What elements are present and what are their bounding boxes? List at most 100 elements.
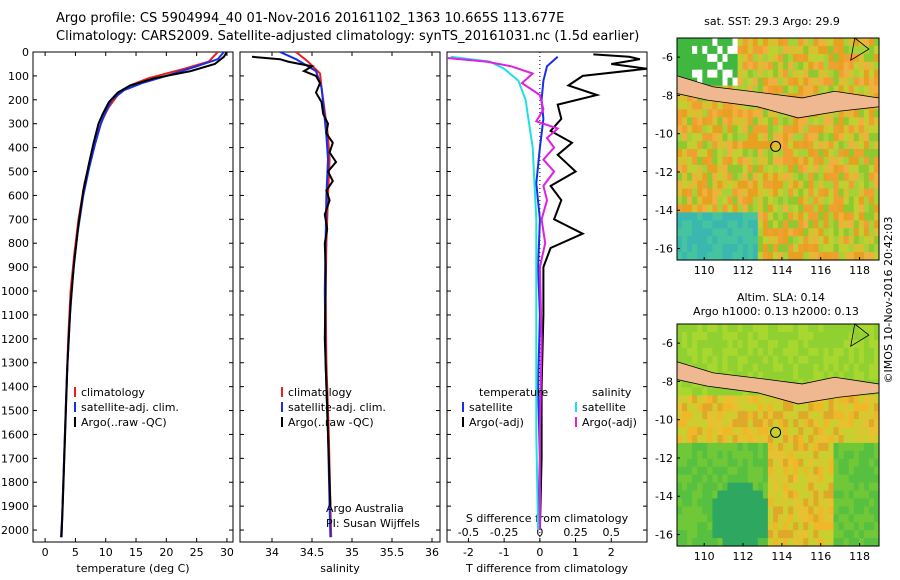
map-cell	[767, 371, 774, 381]
legend-label: satellite	[582, 401, 626, 414]
map-cell	[692, 403, 698, 412]
map-cell	[863, 53, 870, 63]
map-cell	[848, 204, 855, 213]
map-cell	[838, 164, 845, 174]
map-cell	[778, 347, 784, 357]
map-cell	[858, 109, 865, 118]
map-cell	[803, 355, 809, 365]
map-cell	[722, 355, 729, 365]
map-cell	[788, 347, 794, 357]
y-tick-label: 1500	[1, 405, 29, 418]
map-cell	[747, 117, 754, 126]
map-cell	[687, 53, 693, 63]
map-cell	[874, 53, 880, 63]
map-cell	[828, 514, 835, 523]
map-cell	[747, 490, 754, 499]
map-cell	[697, 180, 703, 190]
map-cell	[788, 339, 794, 349]
map-cell	[717, 530, 723, 539]
map-cell	[692, 442, 698, 452]
map-cell	[874, 188, 880, 198]
map-cell	[783, 125, 789, 134]
map-cell	[833, 411, 840, 420]
map-cell	[863, 522, 870, 531]
map-cell	[752, 339, 759, 349]
map-cell	[677, 180, 683, 190]
map-cell	[843, 156, 850, 166]
map-cell	[833, 212, 840, 221]
map-cell	[702, 204, 708, 213]
map-cell	[702, 172, 708, 182]
map-cell	[793, 466, 799, 476]
map-cell	[858, 347, 865, 357]
map-cell	[843, 77, 850, 87]
map-cell	[803, 466, 809, 476]
map-cell	[677, 38, 683, 47]
map-cell	[722, 188, 729, 198]
map-cell	[692, 125, 698, 134]
map-cell	[863, 196, 870, 206]
map-cell	[742, 522, 749, 531]
map-cell	[863, 149, 870, 158]
map-cell	[833, 204, 840, 213]
map-cell	[798, 435, 804, 444]
map-cell	[868, 220, 875, 229]
map-cell	[732, 220, 739, 229]
map-cell	[757, 45, 764, 55]
map-cell	[818, 331, 824, 341]
y-tick-label: 700	[8, 213, 29, 226]
map-cell	[722, 101, 729, 110]
map-cell	[833, 77, 840, 87]
map-cell	[692, 411, 698, 420]
map-cell	[808, 204, 814, 213]
map-cell	[722, 403, 729, 412]
map-cell	[752, 530, 759, 539]
map-cell	[798, 403, 804, 412]
x-tick-label-salinity: 34	[265, 546, 279, 559]
map-cell	[682, 387, 688, 396]
map-cell	[742, 450, 749, 460]
map-cell	[752, 117, 759, 126]
map-cell	[692, 117, 698, 126]
map-cell	[813, 331, 819, 341]
map-cell	[747, 133, 754, 142]
map-cell	[747, 61, 754, 71]
map-cell	[702, 53, 708, 63]
map-cell	[727, 45, 734, 55]
map-cell	[823, 236, 830, 245]
map-cell	[682, 474, 688, 484]
map-cell	[747, 450, 754, 460]
map-cell	[767, 204, 774, 213]
map-cell	[793, 149, 799, 158]
map-cell	[707, 38, 713, 47]
map-cell	[853, 149, 860, 158]
map-cell	[823, 85, 830, 95]
map-cell	[773, 172, 779, 182]
map-cell	[838, 339, 845, 349]
map-cell	[833, 331, 840, 341]
map-cell	[868, 458, 875, 468]
map-cell	[853, 339, 860, 349]
map-cell	[712, 164, 718, 174]
map-cell	[677, 93, 683, 102]
map-cell	[798, 498, 804, 507]
map-cell	[838, 61, 845, 71]
map-cell	[737, 77, 744, 87]
map-y-tick-label: -14	[655, 490, 673, 503]
map-cell	[788, 427, 794, 436]
map-cell	[798, 133, 804, 142]
map-cell	[874, 339, 880, 349]
map-cell	[818, 435, 824, 444]
map-cell	[687, 474, 693, 484]
y-tick-label: 1100	[1, 309, 29, 322]
map-cell	[808, 188, 814, 198]
map-cell	[828, 196, 835, 206]
map-cell	[863, 411, 870, 420]
map-cell	[818, 347, 824, 357]
map-cell	[737, 482, 744, 492]
map-cell	[717, 482, 723, 492]
map-cell	[692, 466, 698, 476]
map-cell	[788, 141, 794, 150]
map-cell	[783, 180, 789, 190]
map-cell	[722, 125, 729, 134]
